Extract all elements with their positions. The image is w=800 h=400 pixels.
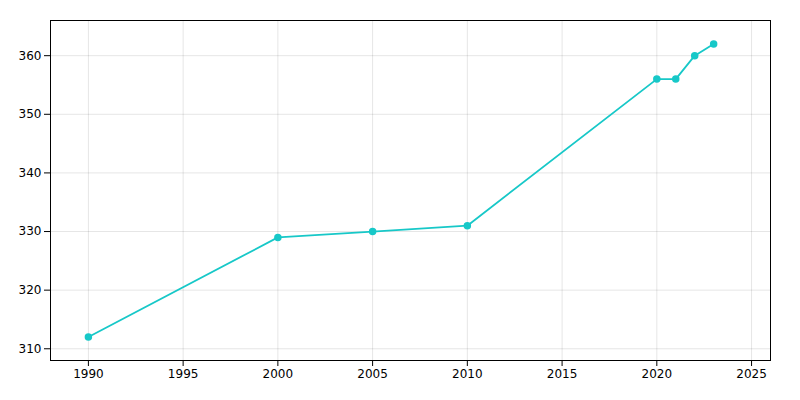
svg-text:360: 360	[19, 49, 42, 63]
svg-text:1990: 1990	[73, 367, 104, 381]
svg-text:2015: 2015	[547, 367, 578, 381]
svg-text:2025: 2025	[736, 367, 767, 381]
svg-text:350: 350	[19, 107, 42, 121]
svg-text:310: 310	[19, 342, 42, 356]
svg-text:2000: 2000	[263, 367, 294, 381]
svg-text:330: 330	[19, 224, 42, 238]
svg-text:2005: 2005	[357, 367, 388, 381]
svg-text:2010: 2010	[452, 367, 483, 381]
svg-text:1995: 1995	[168, 367, 199, 381]
svg-text:340: 340	[19, 166, 42, 180]
svg-text:320: 320	[19, 283, 42, 297]
svg-text:2020: 2020	[642, 367, 673, 381]
